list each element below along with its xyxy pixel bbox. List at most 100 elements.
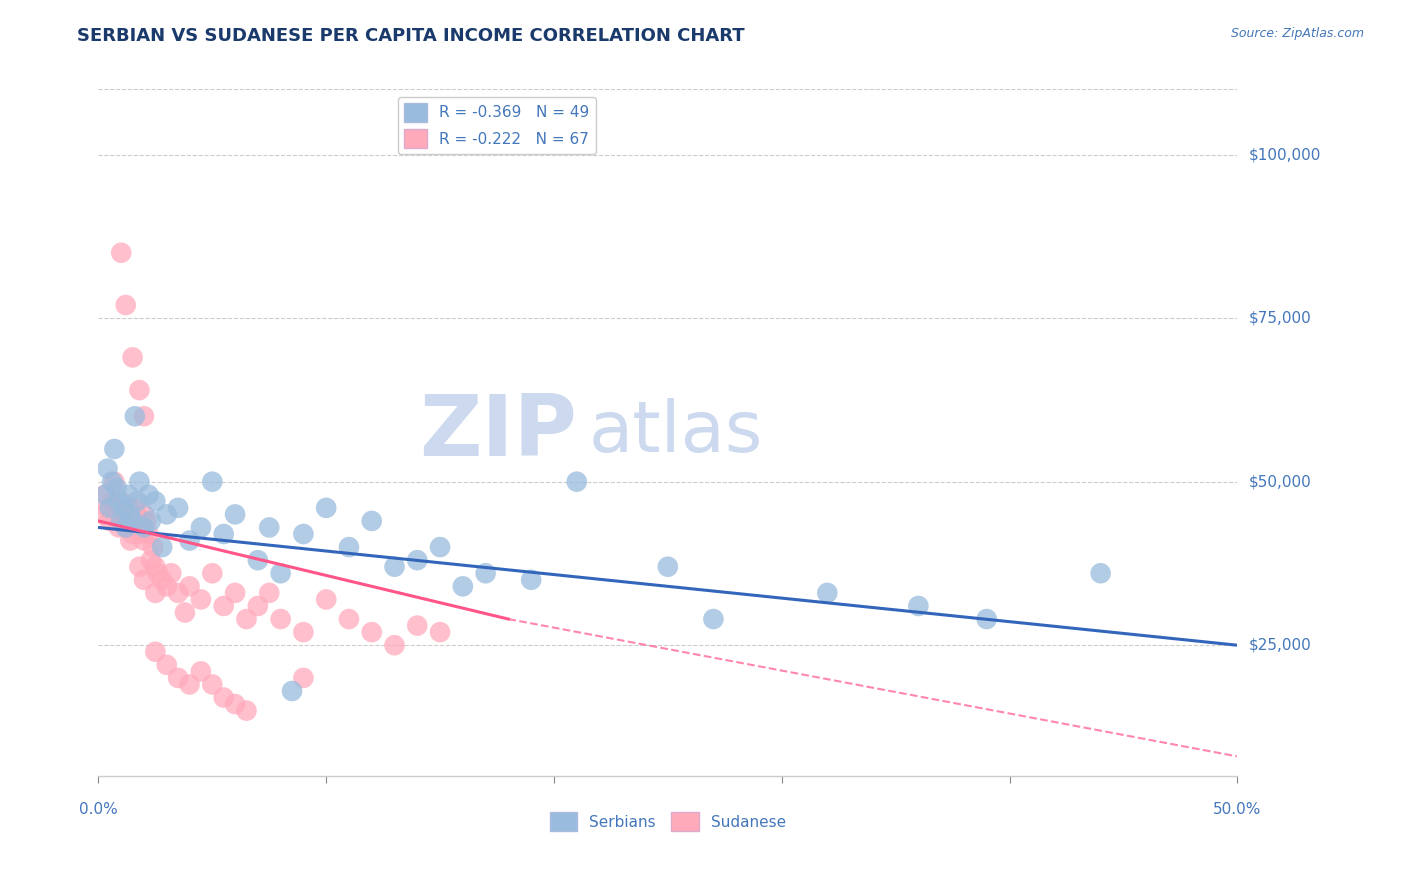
Point xyxy=(128,559,150,574)
Point xyxy=(114,520,136,534)
Point xyxy=(360,625,382,640)
Point xyxy=(292,625,315,640)
Point xyxy=(101,494,124,508)
Point xyxy=(474,566,496,581)
Point xyxy=(259,586,281,600)
Point xyxy=(124,409,146,424)
Point xyxy=(131,527,153,541)
Point xyxy=(127,494,149,508)
Point xyxy=(167,586,190,600)
Point xyxy=(105,500,128,515)
Point xyxy=(156,579,179,593)
Point xyxy=(384,559,406,574)
Point xyxy=(91,508,114,522)
Point xyxy=(110,514,132,528)
Point xyxy=(815,586,838,600)
Text: SERBIAN VS SUDANESE PER CAPITA INCOME CORRELATION CHART: SERBIAN VS SUDANESE PER CAPITA INCOME CO… xyxy=(77,27,745,45)
Point xyxy=(98,500,121,515)
Point xyxy=(138,488,160,502)
Point xyxy=(108,520,131,534)
Point xyxy=(132,533,155,548)
Point xyxy=(179,533,201,548)
Point xyxy=(124,500,146,515)
Point xyxy=(270,566,292,581)
Point xyxy=(281,684,304,698)
Point xyxy=(132,508,155,522)
Point xyxy=(702,612,724,626)
Point xyxy=(135,514,157,528)
Point xyxy=(150,573,173,587)
Text: 0.0%: 0.0% xyxy=(79,802,118,817)
Point xyxy=(167,671,190,685)
Point xyxy=(142,540,165,554)
Point xyxy=(121,514,143,528)
Text: $100,000: $100,000 xyxy=(1249,147,1320,162)
Point xyxy=(96,461,118,475)
Point xyxy=(429,540,451,554)
Point xyxy=(406,618,429,632)
Point xyxy=(657,559,679,574)
Point xyxy=(145,559,167,574)
Point xyxy=(270,612,292,626)
Text: $75,000: $75,000 xyxy=(1249,310,1312,326)
Point xyxy=(96,500,118,515)
Point xyxy=(121,527,143,541)
Legend: Serbians, Sudanese: Serbians, Sudanese xyxy=(544,806,792,837)
Point xyxy=(315,592,337,607)
Point xyxy=(108,494,131,508)
Point xyxy=(212,690,235,705)
Point xyxy=(337,540,360,554)
Point xyxy=(128,520,150,534)
Point xyxy=(201,677,224,691)
Point xyxy=(132,520,155,534)
Point xyxy=(174,606,197,620)
Point xyxy=(337,612,360,626)
Point xyxy=(160,566,183,581)
Point xyxy=(114,520,136,534)
Point xyxy=(103,442,125,456)
Point xyxy=(94,488,117,502)
Text: 50.0%: 50.0% xyxy=(1213,802,1261,817)
Point xyxy=(145,645,167,659)
Point xyxy=(201,566,224,581)
Point xyxy=(121,351,143,365)
Point xyxy=(212,527,235,541)
Point xyxy=(224,586,246,600)
Text: Source: ZipAtlas.com: Source: ZipAtlas.com xyxy=(1230,27,1364,40)
Text: atlas: atlas xyxy=(588,398,762,467)
Point xyxy=(114,298,136,312)
Point xyxy=(150,540,173,554)
Point xyxy=(110,514,132,528)
Point xyxy=(117,500,139,515)
Point xyxy=(110,494,132,508)
Point xyxy=(224,697,246,711)
Point xyxy=(94,488,117,502)
Point xyxy=(128,383,150,397)
Point xyxy=(246,553,269,567)
Point xyxy=(315,500,337,515)
Point xyxy=(907,599,929,613)
Point xyxy=(179,677,201,691)
Point xyxy=(121,514,143,528)
Point xyxy=(360,514,382,528)
Point xyxy=(112,500,135,515)
Point xyxy=(235,612,257,626)
Text: $25,000: $25,000 xyxy=(1249,638,1312,653)
Point xyxy=(1090,566,1112,581)
Point xyxy=(127,508,149,522)
Point xyxy=(212,599,235,613)
Point xyxy=(246,599,269,613)
Point xyxy=(235,704,257,718)
Point xyxy=(103,475,125,489)
Point xyxy=(117,488,139,502)
Point xyxy=(406,553,429,567)
Point xyxy=(156,508,179,522)
Text: ZIP: ZIP xyxy=(419,391,576,475)
Point xyxy=(520,573,543,587)
Point xyxy=(120,508,142,522)
Point xyxy=(145,494,167,508)
Point xyxy=(120,533,142,548)
Point xyxy=(98,514,121,528)
Text: $50,000: $50,000 xyxy=(1249,475,1312,489)
Point xyxy=(190,665,212,679)
